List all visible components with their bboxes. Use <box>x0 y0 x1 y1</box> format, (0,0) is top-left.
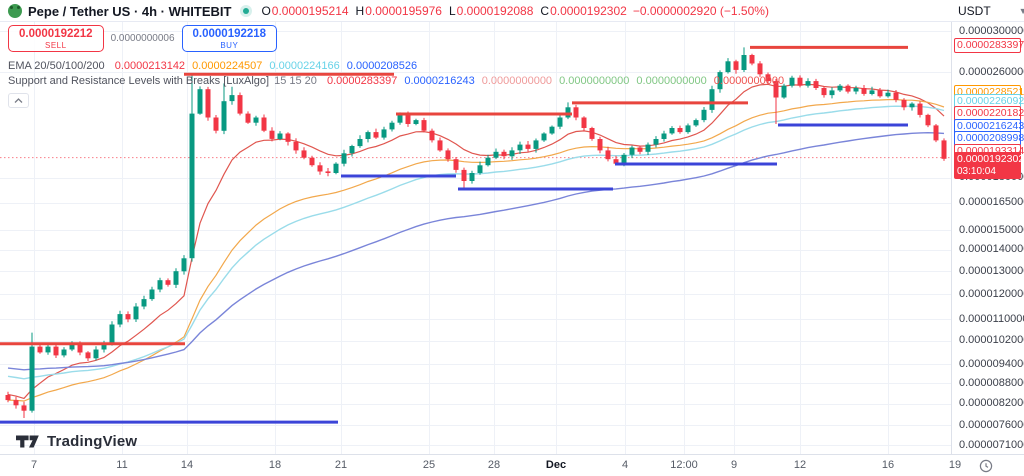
price-tick-label: 0.0000088000 <box>959 376 1024 389</box>
ema-20-line <box>7 83 945 400</box>
time-tick-label: 11 <box>116 459 128 471</box>
price-chart-canvas[interactable] <box>0 0 951 454</box>
price-tick-label: 0.0000130000 <box>959 264 1024 277</box>
price-change: −0.0000002920 (−1.50%) <box>632 4 769 18</box>
price-tick-label: 0.0000076000 <box>959 418 1024 431</box>
clock-button[interactable] <box>978 458 994 474</box>
sell-price: 0.0000192212 <box>19 28 93 40</box>
price-tick-label: 0.0000140000 <box>959 243 1024 256</box>
tradingview-logo-icon <box>16 435 39 448</box>
time-axis[interactable]: 7 11 14 18 21 25 28 Dec 4 12:00 9 12 16 19 <box>0 454 1024 476</box>
ema-value: 0.0000213142 <box>114 60 186 72</box>
sr-value: 0.0000000000 <box>559 75 630 87</box>
price-tick-label: 0.0000102000 <box>959 334 1024 347</box>
price-tick-label: 0.0000094000 <box>959 357 1024 370</box>
time-tick-label: 28 <box>487 459 501 471</box>
ema-value: 0.0000224166 <box>269 60 340 72</box>
time-tick-label: 25 <box>422 459 436 471</box>
sr-value: 0.0000000000 <box>713 75 785 87</box>
buy-button[interactable]: 0.0000192218 BUY <box>181 25 278 52</box>
ohlc-item: L0.0000192088 <box>448 4 534 18</box>
clock-icon <box>979 459 993 473</box>
sr-value: 0.0000216243 <box>404 75 475 87</box>
time-tick-label: Dec <box>545 459 567 471</box>
sr-legend-params: 15 15 20 <box>274 75 317 87</box>
ohlc-values: O0.0000195214 H0.0000195976 L0.0000192088 C… <box>261 4 626 18</box>
time-tick-label: 4 <box>621 459 629 471</box>
legend-collapse-button[interactable] <box>8 93 29 108</box>
price-tick-label: 0.0000082000 <box>959 397 1024 410</box>
sell-label: SELL <box>44 41 67 50</box>
sr-value: 0.0000000000 <box>481 75 553 87</box>
time-tick-label: 21 <box>334 459 348 471</box>
time-tick-label: 19 <box>948 459 962 471</box>
ema-value: 0.0000208526 <box>346 60 418 72</box>
chevron-up-icon <box>14 98 23 103</box>
tradingview-logo[interactable]: TradingView <box>16 433 137 450</box>
bar-countdown: 03:10:04 <box>957 166 996 177</box>
price-tick-label: 0.0000300000 <box>959 24 1024 37</box>
price-axis[interactable]: 0.00003000000.00002600000.00001800000.00… <box>951 0 1024 454</box>
sr-legend-title: Support and Resistance Levels with Break… <box>8 75 270 87</box>
line-price-label: 0.0000226092 <box>954 94 1024 109</box>
symbol-title[interactable]: Pepe / Tether US · 4h · WHITEBIT <box>28 3 232 19</box>
spread-value: 0.0000000006 <box>110 33 175 44</box>
ema-legend-title: EMA 20/50/100/200 <box>8 60 105 72</box>
symbol-logo-icon <box>8 4 22 18</box>
time-tick-label: 7 <box>30 459 38 471</box>
price-tick-label: 0.0000110000 <box>959 312 1024 325</box>
ema-100-line <box>7 105 945 380</box>
time-tick-label: 12:00 <box>670 459 698 471</box>
chevron-down-icon: ▼ <box>1018 6 1024 16</box>
price-tick-label: 0.0000071000 <box>959 438 1024 451</box>
ema-value: 0.0000224507 <box>192 60 263 72</box>
tradingview-logo-text: TradingView <box>47 433 138 450</box>
time-tick-label: 18 <box>268 459 282 471</box>
price-tick-label: 0.0000260000 <box>959 65 1024 78</box>
sr-value: 0.0000000000 <box>636 75 707 87</box>
sr-value: 0.0000283397 <box>326 75 398 87</box>
pane-legend: 0.0000192212 SELL 0.0000000006 0.0000192… <box>8 25 784 108</box>
line-price-label: 0.0000208998 <box>954 131 1024 146</box>
sell-button[interactable]: 0.0000192212 SELL <box>8 25 104 52</box>
price-tick-label: 0.0000150000 <box>959 223 1024 236</box>
ema-200-line <box>7 131 945 371</box>
line-price-label: 0.0000283397 <box>954 38 1024 53</box>
buy-label: BUY <box>220 41 239 50</box>
last-price-label: 0.0000192302 03:10:04 <box>954 152 1024 179</box>
time-tick-label: 12 <box>793 459 807 471</box>
support-resistance-layer <box>0 45 908 424</box>
price-tick-label: 0.0000165000 <box>959 196 1024 209</box>
ema-lines-layer <box>7 83 945 402</box>
quote-row: 0.0000192212 SELL 0.0000000006 0.0000192… <box>8 25 784 52</box>
currency-unit-selector[interactable]: USDT ▼ <box>958 0 1024 22</box>
sr-legend-row[interactable]: Support and Resistance Levels with Break… <box>8 74 784 88</box>
ohlc-item: H0.0000195976 <box>355 4 442 18</box>
time-tick-label: 9 <box>730 459 738 471</box>
ohlc-item: C0.0000192302 <box>540 4 627 18</box>
candles-layer <box>5 47 947 418</box>
chart-header: Pepe / Tether US · 4h · WHITEBIT O0.0000… <box>0 0 1024 22</box>
time-tick-label: 14 <box>180 459 194 471</box>
ohlc-item: O0.0000195214 <box>261 4 349 18</box>
ema-legend-row[interactable]: EMA 20/50/100/200 0.0000213142 0.00002245… <box>8 59 784 73</box>
time-tick-label: 16 <box>881 459 895 471</box>
market-status-dot <box>243 8 250 14</box>
currency-label: USDT <box>958 4 991 18</box>
price-tick-label: 0.0000120000 <box>959 287 1024 300</box>
buy-price: 0.0000192218 <box>192 28 267 40</box>
